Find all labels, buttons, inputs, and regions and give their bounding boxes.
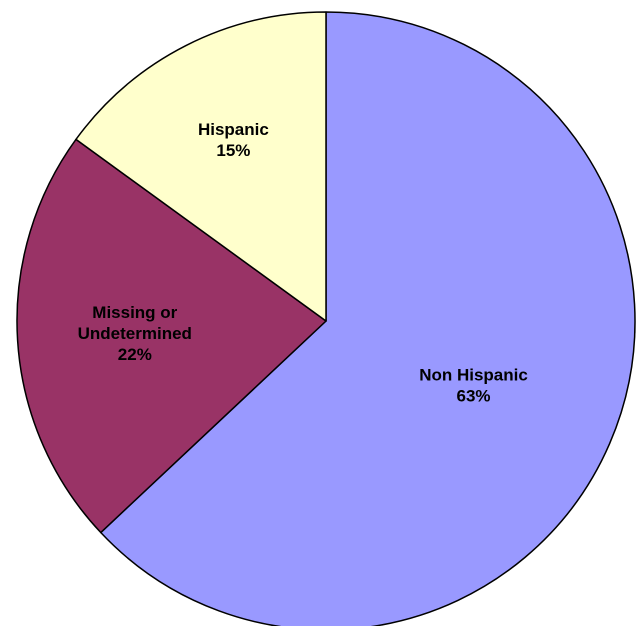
- pie-slice-hispanic: [75, 11, 327, 322]
- pie-category-label: Non Hispanic: [419, 365, 528, 384]
- pie-slice-non-hispanic: [100, 11, 636, 626]
- pie-label-missing-or-undetermined: Missing or Undetermined 22%: [78, 303, 192, 364]
- pie-category-label: Undetermined: [78, 324, 192, 343]
- pie-category-label: Hispanic: [198, 120, 269, 139]
- pie-slice-missing-or-undetermined: [16, 138, 327, 534]
- pie-category-label: Missing or: [92, 303, 177, 322]
- pie-value-label: 63%: [456, 386, 490, 405]
- pie-label-hispanic: Hispanic 15%: [198, 120, 269, 160]
- pie-slices: [16, 11, 636, 626]
- pie-label-non-hispanic: Non Hispanic 63%: [419, 365, 528, 405]
- pie-labels: Non Hispanic 63% Missing or Undetermined 22%…: [78, 120, 528, 405]
- pie-value-label: 15%: [216, 141, 250, 160]
- pie-value-label: 22%: [118, 345, 152, 364]
